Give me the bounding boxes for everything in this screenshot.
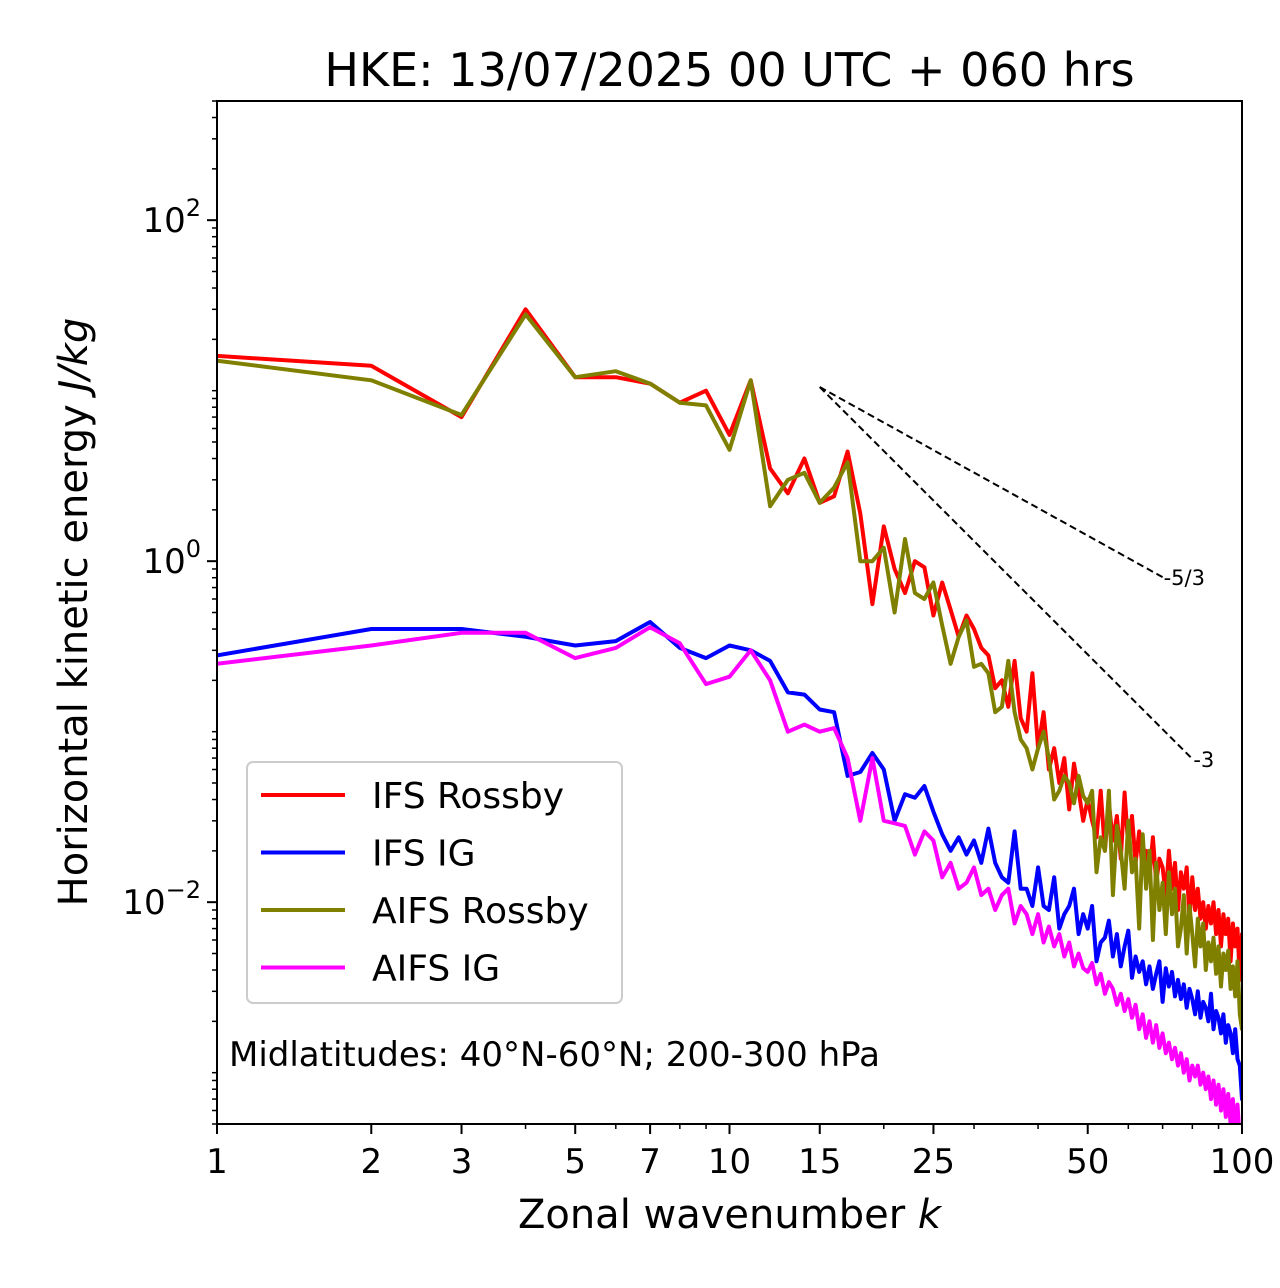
legend-label-ifs-ig: IFS IG: [372, 834, 476, 875]
x-axis-label-variable: k: [918, 1192, 943, 1238]
x-tick-label: 15: [798, 1142, 841, 1182]
chart-title: HKE: 13/07/2025 00 UTC + 060 hrs: [324, 43, 1134, 97]
y-axis-label-unit: J/kg: [51, 318, 97, 399]
x-tick-label: 10: [708, 1142, 751, 1182]
reference-line-label-5-3: -5/3: [1164, 566, 1205, 590]
legend-label-ifs-rossby: IFS Rossby: [372, 776, 564, 817]
y-tick-exponent: −2: [166, 876, 201, 904]
legend-label-aifs-rossby: AIFS Rossby: [372, 891, 589, 932]
series-layer: [217, 307, 1242, 1124]
y-tick-base: 10: [122, 883, 165, 923]
x-axis-label-text: Zonal wavenumber: [518, 1192, 906, 1238]
x-tick-label: 25: [912, 1142, 955, 1182]
y-tick-exponent: 0: [186, 535, 201, 563]
series-line-aifs-rossby: [217, 312, 1242, 1032]
series-line-aifs-ig: [217, 625, 1241, 1124]
x-tick-label: 5: [564, 1142, 586, 1182]
x-tick-label: 2: [360, 1142, 382, 1182]
series-line-ifs-rossby: [217, 307, 1242, 982]
y-tick-label: 100: [142, 535, 201, 582]
reference-line-label-3: -3: [1193, 748, 1214, 772]
y-tick-base: 10: [142, 201, 185, 241]
y-tick-exponent: 2: [186, 194, 201, 222]
x-tick-label: 1: [206, 1142, 228, 1182]
x-tick-label: 3: [451, 1142, 473, 1182]
x-tick-label: 100: [1210, 1142, 1275, 1182]
legend: IFS Rossby IFS IG AIFS Rossby AIFS IG: [246, 761, 623, 1004]
y-axis-label-text: Horizontal kinetic energy: [51, 404, 97, 906]
y-tick-label: 10−2: [122, 876, 201, 923]
x-tick-label: 7: [639, 1142, 661, 1182]
y-tick-base: 10: [142, 542, 185, 582]
legend-label-aifs-ig: AIFS IG: [372, 949, 500, 990]
x-axis: 1 2 3 5 7 10 15 25 50 100: [206, 1124, 1274, 1182]
x-tick-label: 50: [1066, 1142, 1109, 1182]
region-annotation: Midlatitudes: 40°N-60°N; 200-300 hPa: [229, 1035, 880, 1075]
y-tick-label: 102: [142, 194, 201, 241]
x-axis-label: Zonal wavenumber k: [518, 1192, 943, 1238]
legend-box: [246, 761, 623, 1004]
series-line-ifs-ig: [217, 620, 1242, 1102]
y-axis-label: Horizontal kinetic energy J/kg: [51, 318, 97, 907]
reference-line-5-3: [819, 386, 1164, 579]
